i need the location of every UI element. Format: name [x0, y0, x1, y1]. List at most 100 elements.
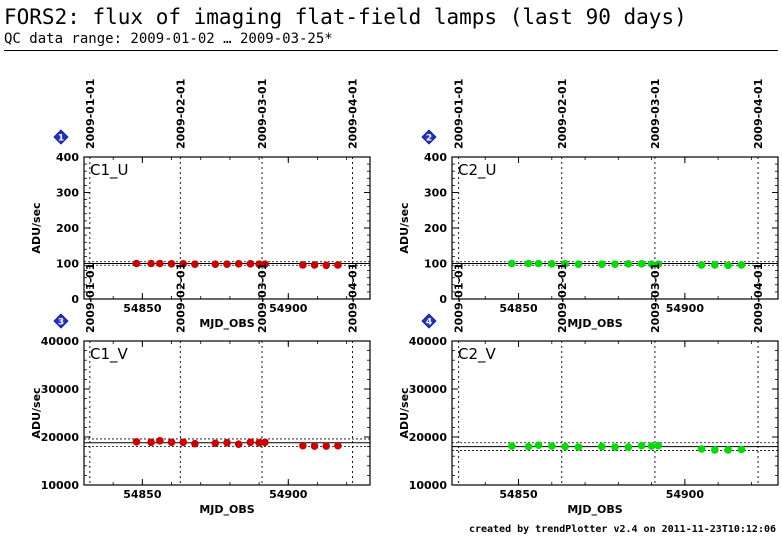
date-tick-label: 2009-02-01: [556, 263, 569, 333]
data-point: [191, 439, 199, 448]
data-point: [561, 260, 569, 268]
date-tick-label: 2009-03-01: [256, 263, 269, 333]
data-point: [334, 261, 342, 269]
x-tick-label: 54850: [499, 302, 538, 315]
data-point: [547, 442, 556, 450]
chart-panel-4: 2009-01-01 2009-02-01 2009-03-01 2009-04-01…: [398, 263, 779, 516]
data-point: [261, 260, 269, 269]
x-tick-label: 54900: [269, 488, 308, 501]
x-tick-label: 54900: [666, 488, 705, 501]
data-point: [534, 441, 543, 449]
y-tick-label: 10000: [409, 479, 448, 492]
page-subtitle: QC data range: 2009-01-02 … 2009-03-25*: [4, 31, 333, 47]
data-point: [597, 260, 606, 269]
y-tick-label: 100: [424, 258, 447, 271]
date-tick-label: 2009-03-01: [649, 263, 662, 333]
y-tick-label: 100: [56, 258, 79, 271]
data-point: [246, 260, 255, 268]
y-tick-label: 40000: [409, 335, 448, 348]
panel-number-badge: [421, 313, 437, 329]
data-point: [534, 259, 543, 268]
data-point: [167, 260, 176, 268]
panel-number-badge: [421, 129, 437, 145]
y-tick-label: 40000: [41, 335, 80, 348]
x-axis-title: MJD_OBS: [567, 503, 622, 516]
x-tick-label: 54850: [123, 302, 162, 315]
panel-label: C2_V: [458, 345, 497, 364]
y-tick-label: 10000: [41, 479, 80, 492]
data-point: [255, 438, 263, 447]
data-point: [524, 259, 533, 268]
data-point: [156, 437, 164, 445]
date-tick-label: 2009-04-01: [752, 263, 765, 333]
y-tick-label: 30000: [41, 383, 80, 396]
data-point: [322, 442, 331, 450]
chart-panel-2: 2009-01-01 2009-02-01 2009-03-01 2009-04-01…: [398, 79, 779, 330]
x-tick-label: 54900: [666, 302, 705, 315]
y-axis-title: ADU/sec: [30, 387, 43, 438]
plot-frame: [83, 340, 371, 486]
date-tick-label: 2009-02-01: [556, 79, 569, 149]
data-point: [299, 261, 307, 269]
data-point: [191, 260, 199, 269]
y-axis-title: ADU/sec: [30, 202, 43, 253]
x-axis-title: MJD_OBS: [199, 317, 254, 330]
data-point: [574, 260, 583, 269]
data-point: [724, 261, 732, 270]
data-point: [724, 446, 732, 454]
data-point: [156, 259, 164, 268]
data-point: [147, 438, 155, 447]
date-tick-label: 2009-03-01: [649, 79, 662, 149]
date-tick-label: 2009-03-01: [256, 79, 269, 149]
data-point: [310, 442, 319, 450]
data-point: [611, 443, 619, 451]
data-point: [508, 442, 516, 450]
panel-label: C1_V: [90, 345, 129, 364]
data-point: [223, 438, 231, 447]
data-point: [334, 441, 342, 450]
data-point: [697, 445, 706, 453]
data-point: [561, 442, 569, 451]
chart-panel-3: 2009-01-01 2009-02-01 2009-03-01 2009-04-01…: [30, 263, 371, 516]
data-point: [597, 442, 606, 451]
data-point: [246, 438, 255, 447]
panel-number: 2: [426, 134, 432, 144]
data-point: [211, 260, 220, 269]
data-point: [234, 440, 243, 449]
y-tick-label: 20000: [41, 431, 80, 444]
data-point: [179, 260, 188, 268]
x-tick-label: 54850: [123, 488, 162, 501]
data-point: [710, 261, 719, 269]
panel-number-badge: [53, 129, 69, 145]
plot-frame: [451, 340, 779, 486]
data-point: [299, 441, 307, 450]
data-point: [637, 441, 646, 450]
data-point: [132, 259, 141, 268]
data-point: [624, 260, 633, 268]
data-point: [697, 261, 706, 269]
y-tick-label: 0: [439, 293, 447, 306]
data-point: [574, 443, 583, 451]
date-tick-label: 2009-01-01: [84, 79, 97, 149]
y-tick-label: 0: [71, 293, 79, 306]
date-tick-label: 2009-02-01: [174, 79, 187, 149]
chart-panel-1: 2009-01-01 2009-02-01 2009-03-01 2009-04-01…: [30, 79, 371, 330]
panel-number-badge: [53, 313, 69, 329]
data-point: [637, 260, 646, 268]
date-tick-label: 2009-01-01: [84, 263, 97, 333]
y-tick-label: 20000: [409, 431, 448, 444]
plot-frame: [451, 156, 779, 300]
y-axis-title: ADU/sec: [398, 202, 411, 253]
y-tick-label: 400: [56, 151, 79, 164]
data-point: [624, 443, 633, 451]
data-point: [261, 438, 269, 447]
data-point: [654, 441, 663, 450]
data-point: [223, 260, 231, 269]
panel-label: C1_U: [90, 161, 129, 180]
y-tick-label: 200: [56, 222, 79, 235]
date-tick-label: 2009-04-01: [346, 79, 359, 149]
panel-number: 1: [58, 134, 64, 144]
panel-number: 3: [58, 318, 64, 328]
data-point: [647, 260, 656, 269]
